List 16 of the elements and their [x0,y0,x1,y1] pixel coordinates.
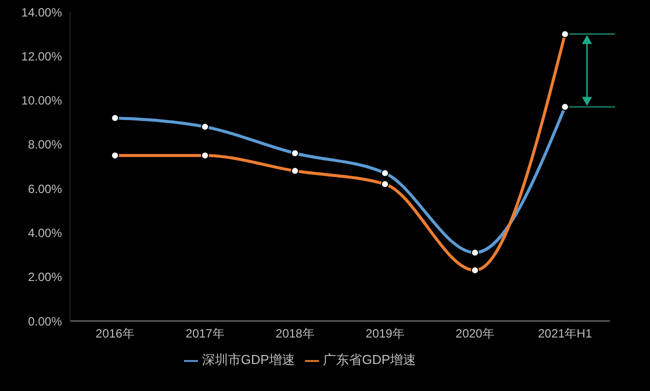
x-tick-label: 2017年 [186,326,224,341]
x-tick-label: 2020年 [456,326,494,341]
y-tick-label: 10.00% [21,94,62,108]
x-tick-label: 2016年 [96,326,134,341]
y-tick-label: 4.00% [28,226,62,240]
y-tick-label: 2.00% [28,270,62,284]
x-tick-label: 2021年H1 [538,326,592,341]
y-tick-label: 14.00% [21,5,62,20]
legend-label: 深圳市GDP增速 [202,352,295,367]
y-tick-label: 0.00% [28,314,62,328]
x-tick-label: 2018年 [276,326,314,341]
y-tick-label: 12.00% [21,49,62,64]
y-tick-label: 8.00% [28,138,62,152]
legend-label: 广东省GDP增速 [323,352,416,367]
x-tick-label: 2019年 [366,326,404,341]
y-tick-label: 6.00% [28,182,62,196]
